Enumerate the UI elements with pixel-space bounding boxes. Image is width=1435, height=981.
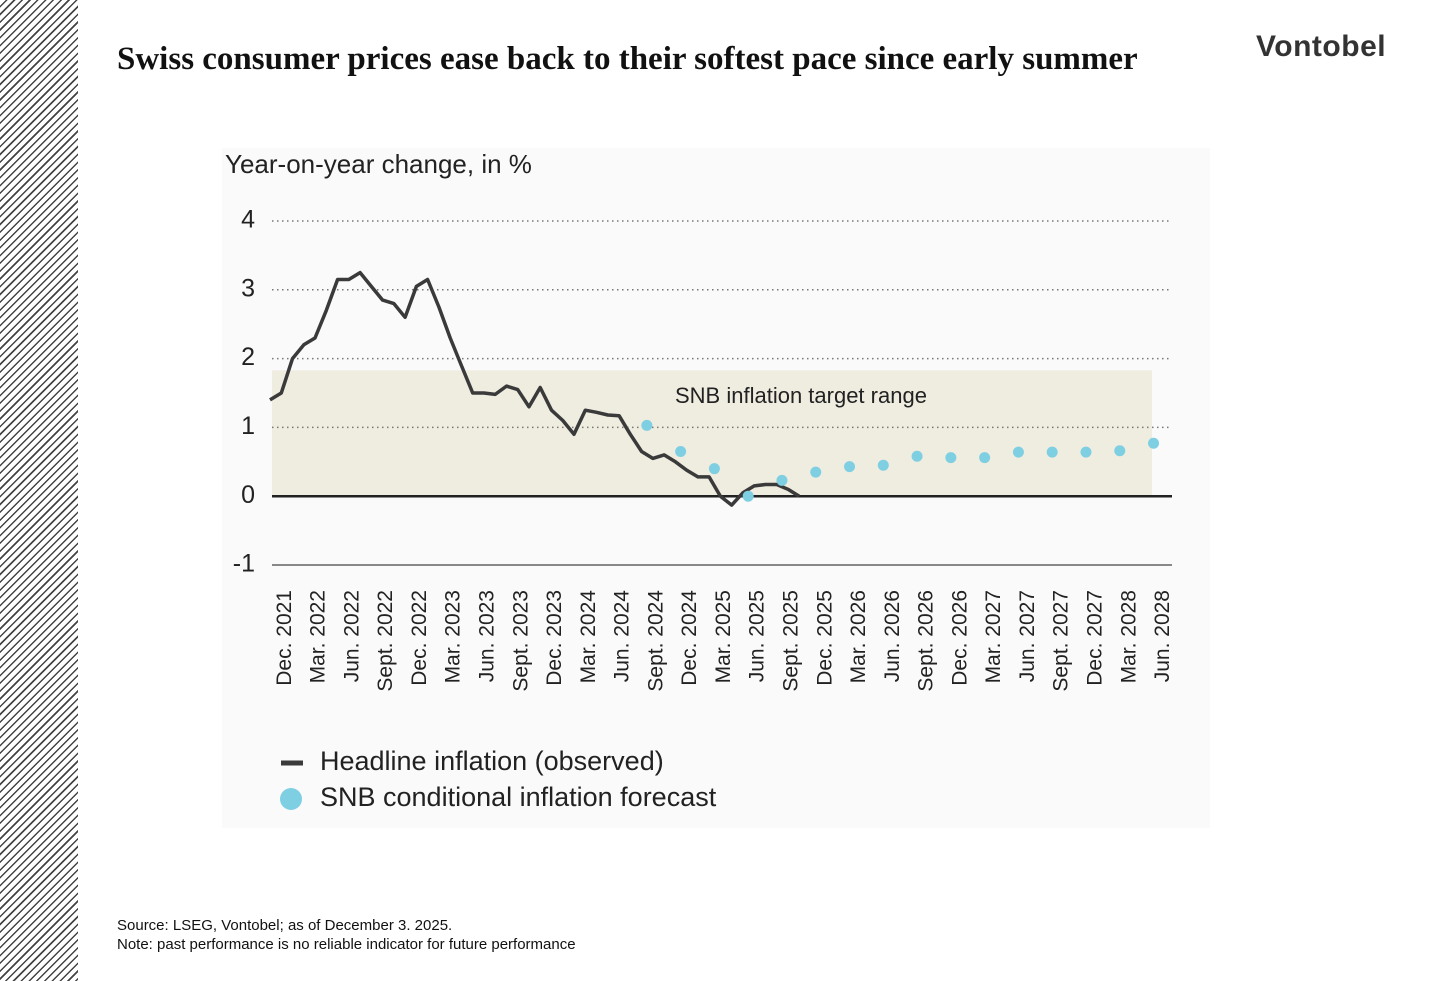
legend-label: SNB conditional inflation forecast bbox=[320, 782, 717, 812]
forecast-dot bbox=[641, 419, 653, 431]
x-tick-label: Jun. 2024 bbox=[611, 590, 634, 683]
forecast-dot bbox=[810, 466, 822, 478]
x-tick-label: Jun. 2028 bbox=[1151, 590, 1174, 682]
forecast-dot bbox=[844, 461, 856, 473]
x-tick-label: Mar. 2026 bbox=[847, 590, 870, 683]
forecast-dot bbox=[708, 463, 720, 475]
x-tick-label: Jun. 2023 bbox=[475, 590, 498, 682]
x-tick-label: Dec. 2024 bbox=[678, 590, 701, 686]
slide-title: Swiss consumer prices ease back to their… bbox=[117, 41, 1138, 77]
target-band bbox=[272, 370, 1152, 497]
x-tick-label: Sept. 2022 bbox=[374, 590, 397, 692]
forecast-dot bbox=[1148, 437, 1160, 449]
forecast-dot bbox=[1080, 446, 1092, 458]
y-tick-label: 1 bbox=[241, 412, 255, 440]
x-tick-label: Jun. 2025 bbox=[746, 590, 769, 682]
forecast-dot bbox=[675, 445, 687, 457]
x-tick-label: Sept. 2023 bbox=[509, 590, 532, 692]
x-tick-label: Mar. 2025 bbox=[712, 590, 735, 683]
x-tick-label: Mar. 2024 bbox=[577, 590, 600, 684]
x-tick-label: Jun. 2027 bbox=[1016, 590, 1039, 682]
x-tick-label: Sept. 2026 bbox=[915, 590, 938, 692]
y-tick-label: 3 bbox=[241, 274, 255, 302]
legend-swatch bbox=[280, 788, 302, 810]
y-tick-label: 2 bbox=[241, 343, 255, 371]
y-tick-label: 4 bbox=[241, 206, 255, 234]
y-tick-label: -1 bbox=[233, 550, 255, 578]
forecast-dot bbox=[877, 459, 889, 471]
x-tick-label: Jun. 2026 bbox=[881, 590, 904, 682]
x-tick-label: Mar. 2022 bbox=[307, 590, 330, 683]
x-tick-label: Mar. 2028 bbox=[1117, 590, 1140, 683]
x-tick-label: Dec. 2026 bbox=[948, 590, 971, 686]
hatch-border bbox=[0, 0, 78, 981]
x-tick-label: Dec. 2025 bbox=[813, 590, 836, 686]
x-tick-label: Dec. 2021 bbox=[273, 590, 296, 686]
x-tick-label: Sept. 2025 bbox=[780, 590, 803, 692]
disclaimer-note: Note: past performance is no reliable in… bbox=[117, 936, 576, 953]
x-tick-label: Sept. 2027 bbox=[1050, 590, 1073, 692]
forecast-dot bbox=[979, 452, 991, 464]
forecast-dot bbox=[742, 490, 754, 502]
forecast-dot bbox=[1046, 446, 1058, 458]
forecast-dot bbox=[1012, 446, 1024, 458]
y-tick-label: 0 bbox=[241, 481, 255, 509]
headline-line bbox=[269, 270, 801, 507]
target-band-label: SNB inflation target range bbox=[675, 383, 927, 408]
forecast-dot bbox=[1114, 445, 1126, 457]
x-tick-label: Dec. 2023 bbox=[543, 590, 566, 686]
x-tick-label: Sept. 2024 bbox=[644, 590, 667, 692]
forecast-dot bbox=[945, 452, 957, 464]
forecast-dot bbox=[911, 450, 923, 462]
legend-label: Headline inflation (observed) bbox=[320, 746, 664, 776]
y-axis-title: Year-on-year change, in % bbox=[225, 149, 532, 179]
x-tick-label: Mar. 2023 bbox=[442, 590, 465, 683]
x-tick-label: Mar. 2027 bbox=[982, 590, 1005, 683]
x-tick-label: Dec. 2022 bbox=[408, 590, 431, 686]
x-tick-label: Dec. 2027 bbox=[1084, 590, 1107, 686]
x-tick-label: Jun. 2022 bbox=[340, 590, 363, 682]
logo: Vontobel bbox=[1256, 30, 1387, 63]
forecast-dot bbox=[776, 474, 788, 486]
source-note: Source: LSEG, Vontobel; as of December 3… bbox=[117, 917, 453, 934]
